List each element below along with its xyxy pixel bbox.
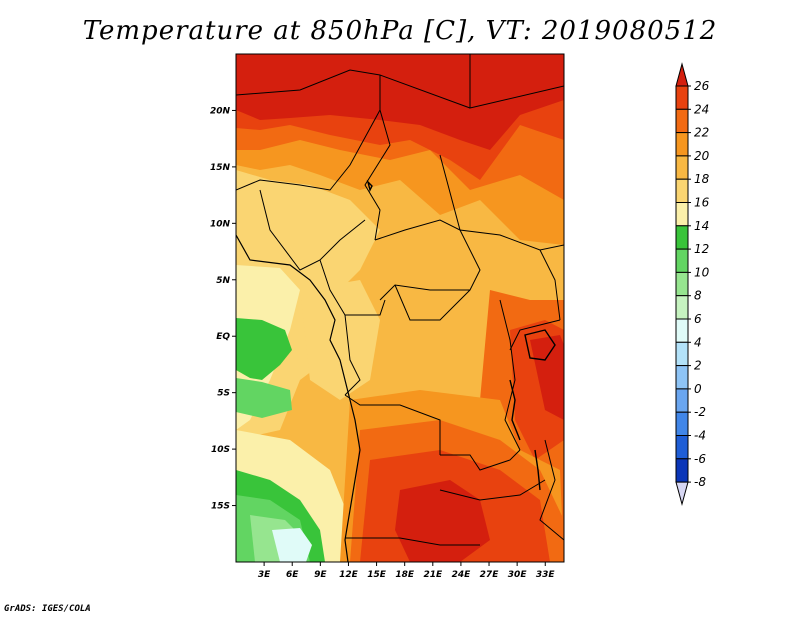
colorbar-label: 10 [694,265,710,279]
colorbar-label: -2 [694,405,706,419]
grads-credit: GrADS: IGES/COLA [4,604,91,614]
lon-tick-label: 27E [480,570,500,580]
colorbar-label: 20 [694,149,710,163]
lat-tick-label: 5N [216,276,230,286]
colorbar-label: 2 [694,359,702,373]
colorbar-label: 22 [694,126,709,140]
lon-tick-label: 18E [395,570,415,580]
colorbar-label: -6 [694,452,706,466]
colorbar-box [675,108,689,134]
border-chad-sudan [364,75,391,241]
border-mozambique [539,439,564,541]
colorbar-box [675,318,689,343]
border-chad-libya [379,74,471,109]
border-sudan-ssudan [439,154,564,251]
border-drc-north [394,284,471,321]
border-drc-east [499,299,521,451]
lon-tick-label: 6E [286,570,299,580]
colorbar-box [675,85,689,110]
colorbar-box [675,202,689,227]
colorbar-label: 16 [694,196,710,210]
border-niger-chad [236,109,381,191]
lake-chad [366,179,373,193]
lake-victoria [524,329,556,361]
colorbar-label: 14 [694,219,709,233]
lat-tick-label: 10N [210,219,231,229]
colorbar-box [675,458,689,483]
colorbar-box [675,411,689,437]
field-north-26 [236,54,564,150]
border-nigeria [259,189,366,271]
lat-tick-label: 15N [210,163,231,173]
lon-tick-label: 12E [339,570,359,580]
colorbar-label: 24 [694,102,709,116]
lon-tick-label: 24E [452,570,472,580]
colorbar-bottom-arrow [675,481,689,507]
border-angola-zambia [440,449,521,471]
field-ocean-10 [236,378,292,418]
colorbar-label: 0 [694,382,702,396]
colorbar-box [675,248,689,273]
lake-tanganyika [509,379,521,441]
west-coastline [236,234,361,562]
colorbar-box [675,271,689,297]
lon-tick-label: 30E [508,570,528,580]
field-central-16 [300,280,380,400]
colorbar-label: -8 [694,475,706,489]
temperature-field [236,54,564,562]
colorbar-label: 8 [694,289,702,303]
colorbar-top-arrow [675,62,689,87]
colorbar-label: 12 [694,242,709,256]
border-niger-algeria [236,69,381,96]
colorbar-box [675,341,689,367]
map-title: Temperature at 850hPa [C], VT: 201908051… [82,16,718,46]
lon-tick-label: 21E [423,570,443,580]
latitude-axis: 20N 15N 10N 5N EQ 5S 10S 15S [210,106,236,512]
lon-tick-label: 15E [367,570,387,580]
lat-tick-label: 15S [211,502,230,512]
lon-tick-label: 3E [258,570,271,580]
field-east-26 [530,335,564,420]
colorbar-box [675,225,689,250]
border-kenya [539,249,561,321]
colorbar-label: -4 [694,429,706,443]
border-congo [344,314,361,396]
colorbar-box [675,132,689,157]
colorbar-box [675,365,689,390]
lakes [366,179,556,491]
lat-tick-label: 5S [217,389,230,399]
lat-tick-label: 20N [210,106,231,116]
colorbar-box [675,295,689,320]
lat-tick-label: 10S [211,445,230,455]
border-angola-namibia [345,537,480,546]
colorbar-box [675,388,689,413]
field-ocean-12 [236,318,292,380]
lon-tick-label: 33E [536,570,556,580]
field-southwest-4 [272,528,312,562]
colorbar-box [675,435,689,460]
longitude-axis: 3E 6E 9E 12E 15E 18E 21E 24E 27E 30E 33E [258,562,556,580]
colorbar-box [675,178,689,203]
border-east-lakes [509,319,561,351]
border-angola-north [344,394,441,455]
colorbar-label: 4 [694,335,702,349]
colorbar-label: 26 [694,79,710,93]
colorbar-box [675,155,689,180]
map-frame [235,53,565,563]
lon-tick-label: 9E [314,570,327,580]
border-car [374,219,481,301]
lat-tick-label: EQ [216,332,230,342]
colorbar-label: 6 [694,312,702,326]
colorbar-label: 18 [694,172,710,186]
political-borders [236,54,564,546]
border-zambia-south [439,479,546,501]
lake-malawi [534,449,541,491]
